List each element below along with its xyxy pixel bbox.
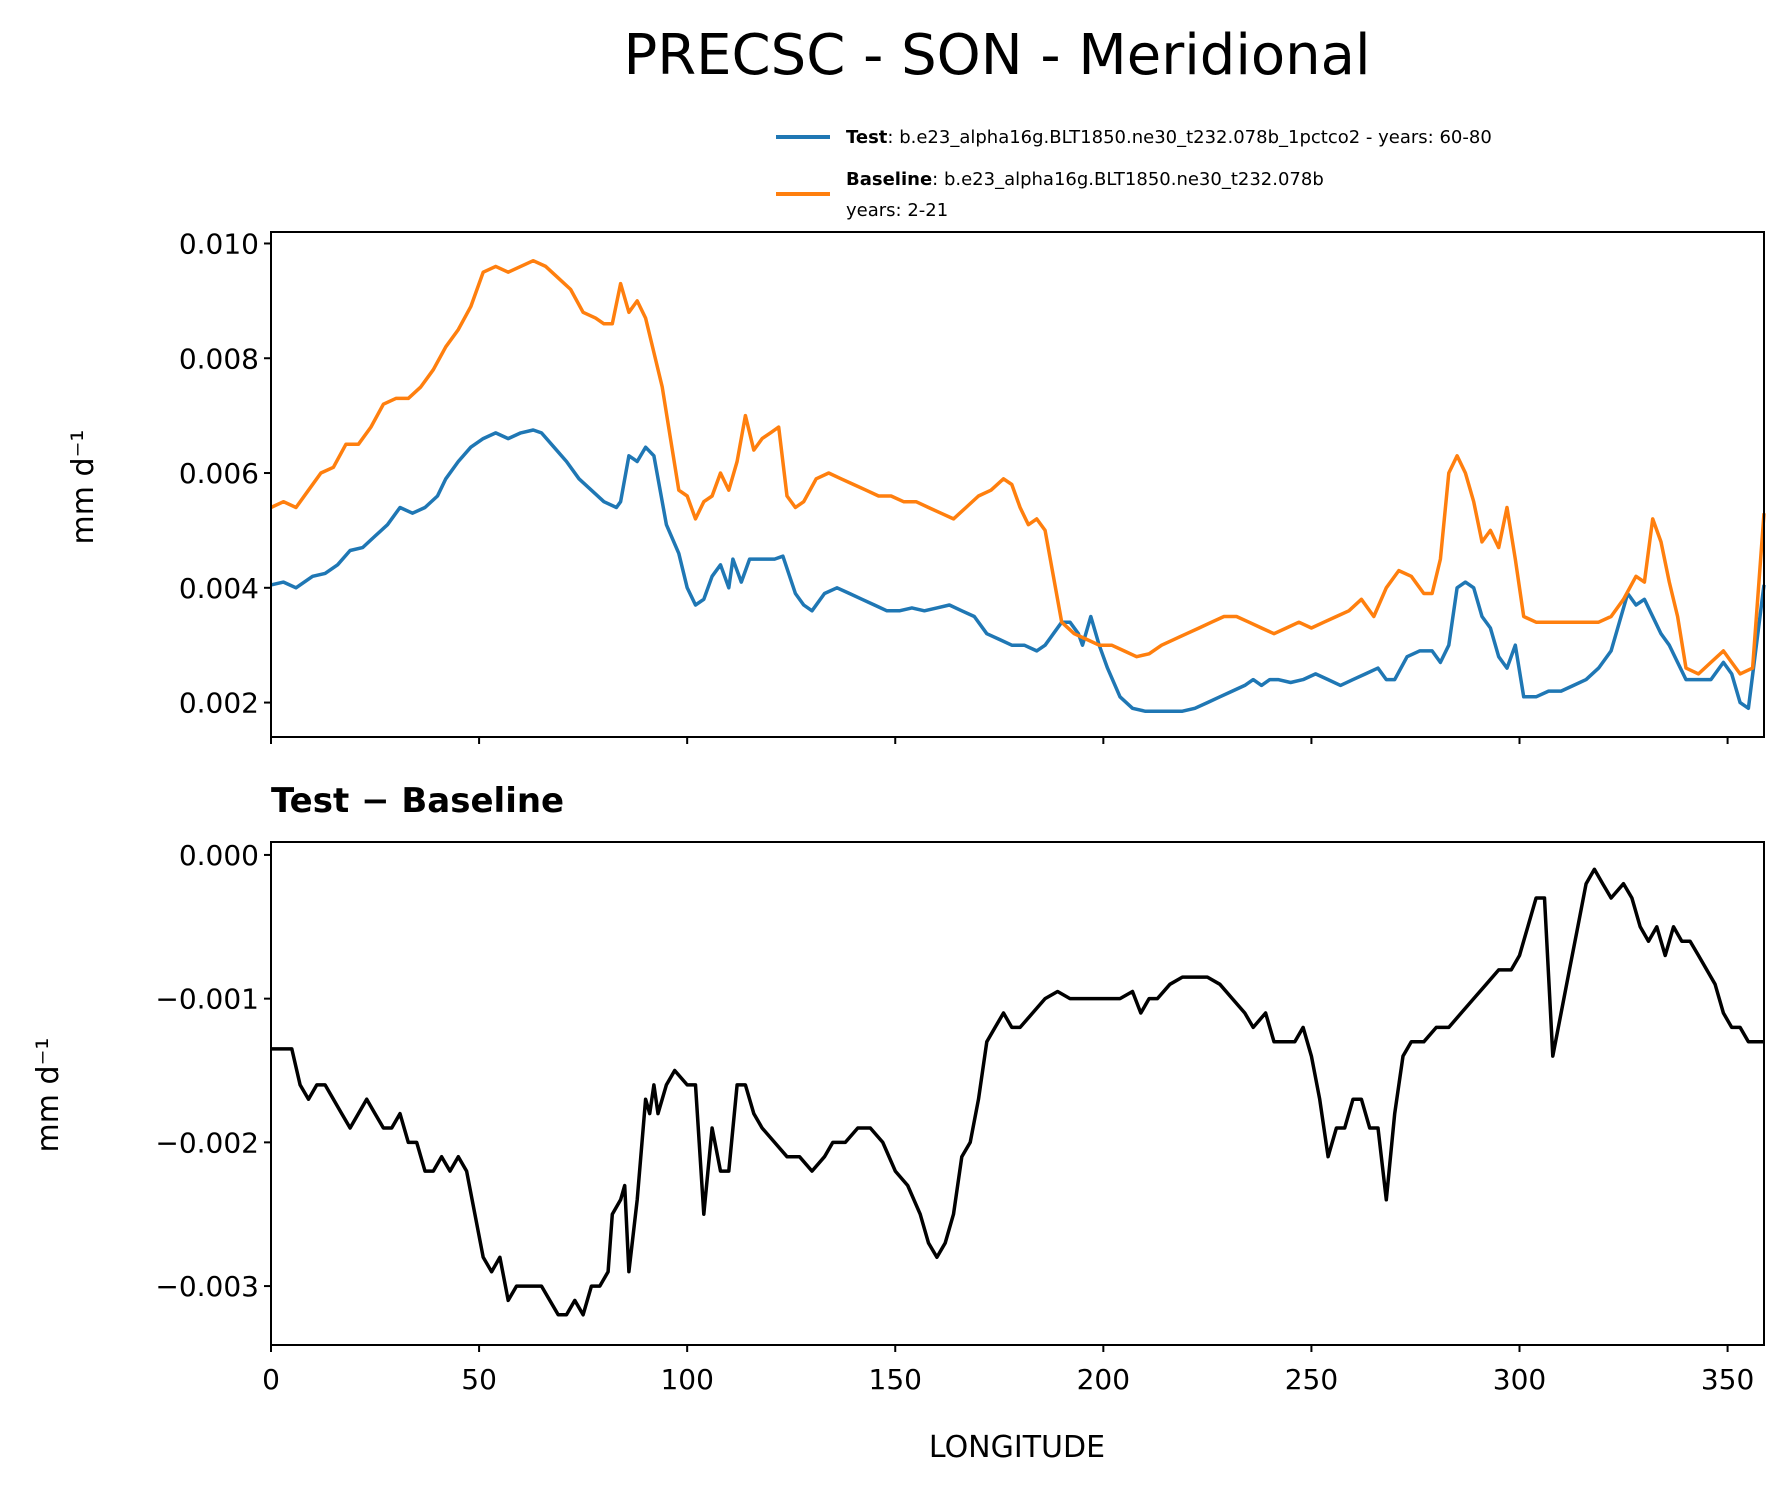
top-panel: mm d⁻¹ 0.002 0.004 0.006 0.008 0.010 xyxy=(66,227,1766,744)
x-tick-label: 250 xyxy=(1285,1363,1338,1396)
x-tick-label: 0 xyxy=(262,1363,280,1396)
top-y-axis-label: mm d⁻¹ xyxy=(66,430,101,545)
legend-entry-baseline-years: years: 2-21 xyxy=(846,200,948,221)
bottom-y-tick-label: 0.000 xyxy=(179,839,259,872)
chart-title: PRECSC - SON - Meridional xyxy=(623,23,1370,88)
top-series xyxy=(270,258,1766,713)
legend: Test: b.e23_alpha16g.BLT1850.ne30_t232.0… xyxy=(776,127,1492,221)
bottom-axes-frame xyxy=(270,841,1765,1346)
series-line-baseline xyxy=(270,258,1766,676)
x-tick-label: 50 xyxy=(461,1363,497,1396)
top-y-tick-label: 0.006 xyxy=(179,457,259,490)
top-y-tick-label: 0.004 xyxy=(179,572,259,605)
bottom-y-tick-label: −0.002 xyxy=(155,1126,259,1159)
x-tick-label: 100 xyxy=(660,1363,713,1396)
bottom-y-tick-label: −0.001 xyxy=(155,983,259,1016)
series-line-test xyxy=(270,428,1766,713)
bottom-series xyxy=(271,867,1764,1317)
series-line-difference xyxy=(271,867,1764,1317)
top-axes-frame xyxy=(270,231,1765,738)
x-tick-label: 200 xyxy=(1077,1363,1130,1396)
bottom-y-ticks: 0.000 −0.001 −0.002 −0.003 xyxy=(155,839,271,1303)
bottom-y-tick-label: −0.003 xyxy=(155,1270,259,1303)
x-tick-label: 350 xyxy=(1701,1363,1754,1396)
top-y-tick-label: 0.002 xyxy=(179,687,259,720)
x-tick-label: 150 xyxy=(869,1363,922,1396)
legend-entry-test: Test: b.e23_alpha16g.BLT1850.ne30_t232.0… xyxy=(846,127,1492,148)
bottom-panel-title: Test − Baseline xyxy=(271,781,564,821)
legend-entry-baseline: Baseline: b.e23_alpha16g.BLT1850.ne30_t2… xyxy=(846,169,1324,190)
top-y-tick-label: 0.008 xyxy=(179,342,259,375)
top-x-ticks xyxy=(270,737,1729,744)
top-y-tick-label: 0.010 xyxy=(179,227,259,260)
x-axis-label: LONGITUDE xyxy=(929,1430,1105,1465)
bottom-x-ticks: 0 50 100 150 200 250 300 350 xyxy=(262,1345,1754,1396)
bottom-panel: Test − Baseline mm d⁻¹ 0.000 −0.001 −0.002… xyxy=(31,781,1765,1396)
bottom-y-axis-label: mm d⁻¹ xyxy=(31,1038,66,1153)
top-y-ticks: 0.002 0.004 0.006 0.008 0.010 xyxy=(179,227,271,720)
x-tick-label: 300 xyxy=(1493,1363,1546,1396)
